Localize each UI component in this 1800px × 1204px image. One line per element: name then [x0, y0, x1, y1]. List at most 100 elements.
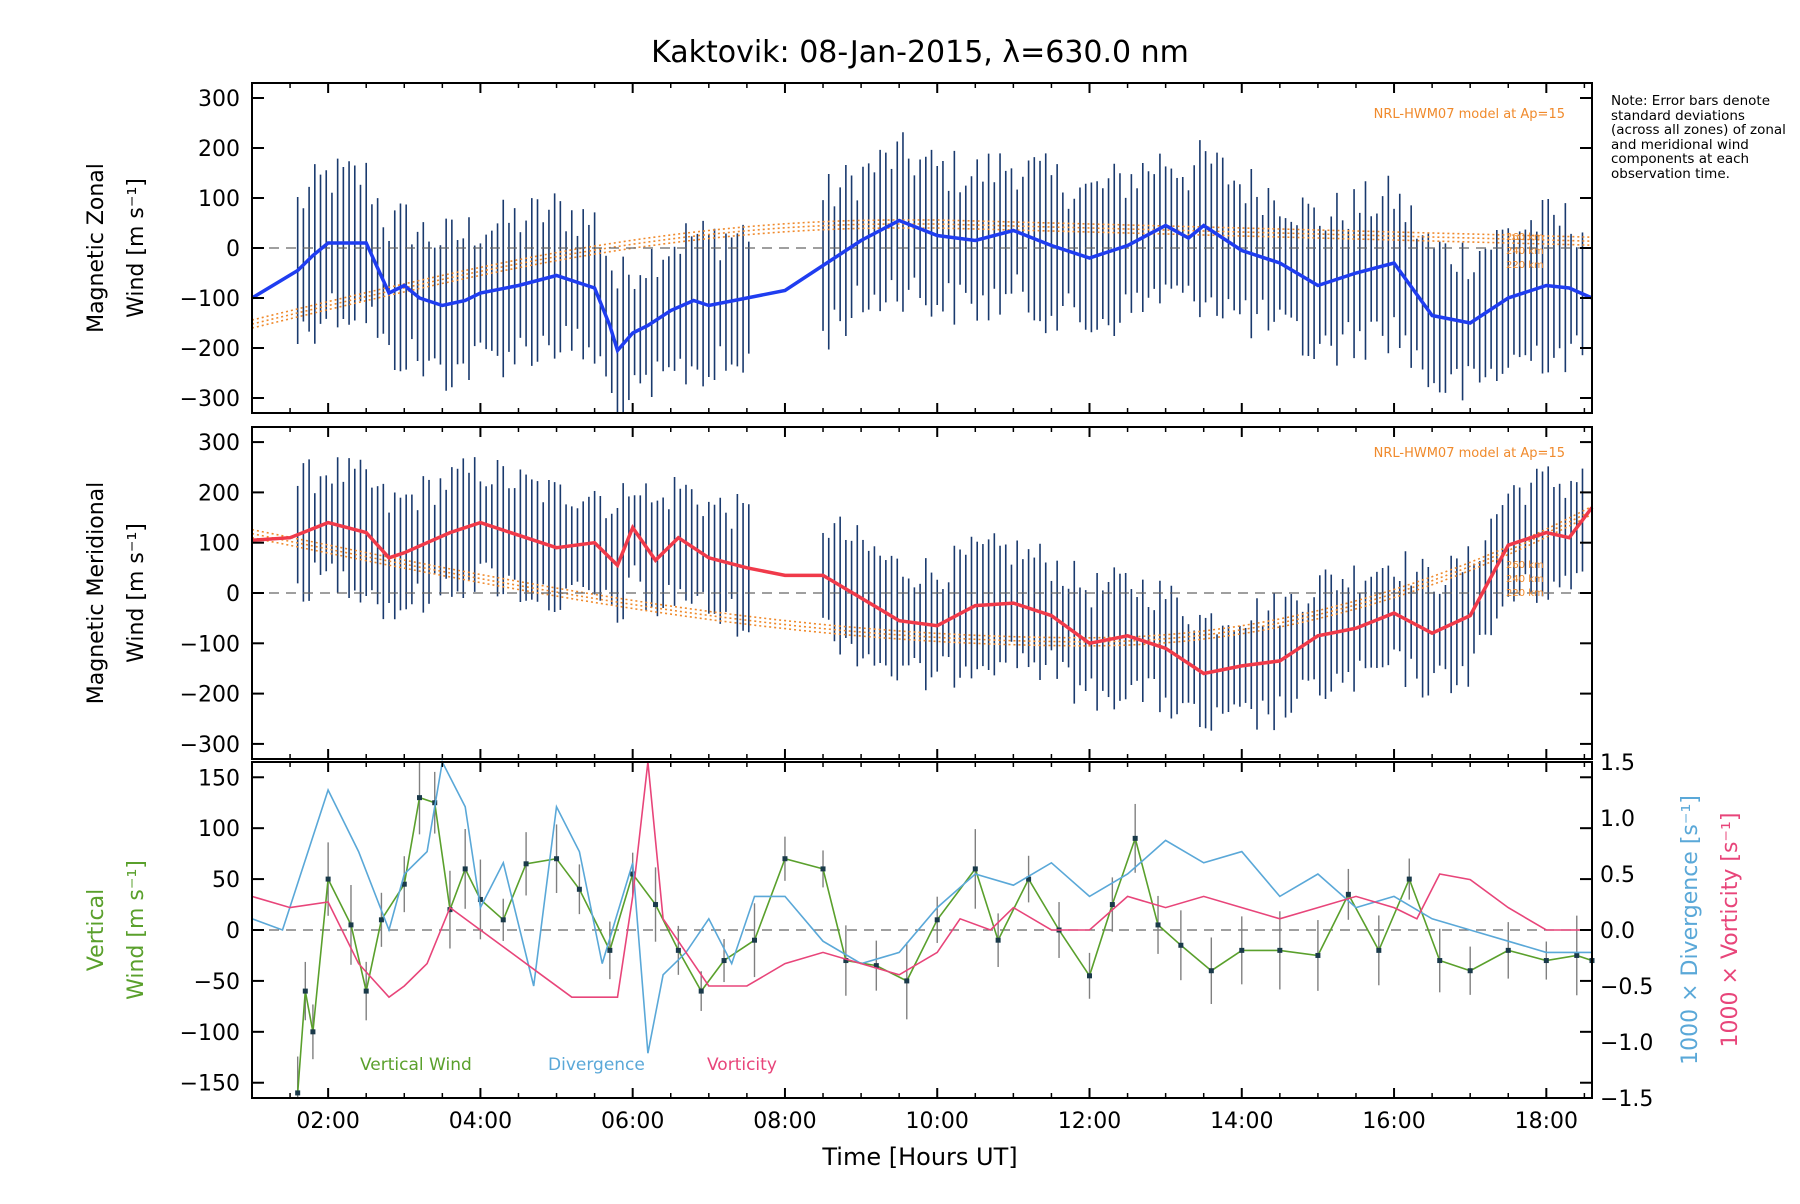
vertical-point — [1087, 973, 1092, 979]
vertical-y-ticks: 150 100 50 0 −50 −100 −150 — [180, 766, 1592, 1097]
y-tick-label: 300 — [198, 87, 240, 112]
vertical-point — [302, 988, 308, 994]
vertical-point — [1345, 891, 1351, 897]
x-axis-label: Time [Hours UT] — [821, 1143, 1017, 1171]
zonal-model-curves — [251, 219, 1593, 329]
vertical-point — [675, 947, 681, 953]
vertical-point — [630, 871, 636, 877]
vertical-ylabel-line1: Vertical — [84, 889, 109, 971]
zonal-ylabel-line2: Wind [m s⁻¹] — [124, 178, 149, 318]
vertical-point — [462, 866, 468, 872]
y-tick-label: −100 — [180, 1021, 240, 1046]
vertical-point — [417, 795, 422, 801]
vertical-point — [523, 861, 529, 867]
vertical-point — [1467, 968, 1473, 974]
model-curve — [251, 505, 1593, 639]
vertical-point — [782, 856, 788, 862]
y2-tick-label: 0.0 — [1600, 919, 1635, 944]
vertical-point — [820, 866, 826, 872]
note-text: Note: Error bars denote standard deviati… — [1611, 93, 1786, 182]
vertical-point — [904, 978, 910, 984]
y-tick-label: −100 — [180, 287, 240, 312]
model-curve — [251, 227, 1593, 329]
meridional-model-alt-240: 240 km — [1506, 574, 1544, 585]
vertical-point — [576, 886, 582, 892]
y-tick-label: 300 — [198, 431, 240, 456]
x-tick-label: 08:00 — [753, 1109, 816, 1134]
x-tick-label: 16:00 — [1362, 1109, 1425, 1134]
zonal-model-alt-260: 260 km — [1506, 232, 1544, 243]
vertical-point — [477, 896, 483, 902]
vertical-point — [1239, 947, 1245, 953]
y-tick-label: 50 — [212, 868, 240, 893]
meridional-model-label: NRL-HWM07 model at Ap=15 — [1374, 446, 1565, 461]
vertical-point — [607, 947, 613, 953]
x-tick-label: 06:00 — [601, 1109, 664, 1134]
y-tick-label: 0 — [226, 919, 240, 944]
vertical-panel: 150 100 50 0 −50 −100 −150 1.5 1.0 0.5 0.0 −0.5 −1.… — [84, 751, 1743, 1112]
y-tick-label: −300 — [180, 733, 240, 758]
y2-tick-label: −1.5 — [1600, 1087, 1653, 1112]
y-tick-label: −150 — [180, 1072, 240, 1097]
vertical-point — [1406, 876, 1412, 882]
zonal-error-bars — [296, 132, 1584, 413]
y2-tick-label: −0.5 — [1600, 975, 1653, 1000]
vertical-point — [1277, 947, 1283, 953]
vertical-point — [325, 876, 331, 882]
vertical-point — [752, 937, 757, 943]
vertical-point — [554, 856, 560, 862]
meridional-panel: 300 200 100 0 −100 −200 −300 NRL-HWM07 model a… — [84, 426, 1594, 760]
vertical-point — [310, 1029, 316, 1035]
zonal-model-label: NRL-HWM07 model at Ap=15 — [1374, 107, 1565, 122]
zonal-ylabel-line1: Magnetic Zonal — [84, 163, 109, 333]
vertical-point — [843, 958, 849, 964]
y-tick-label: −200 — [180, 337, 240, 362]
legend-vorticity: Vorticity — [707, 1055, 777, 1075]
meridional-model-alt-260: 260 km — [1506, 560, 1544, 571]
y2-tick-label: 1.0 — [1600, 807, 1635, 832]
vertical-point — [348, 922, 354, 928]
series-line-divergence — [251, 759, 1592, 1054]
vertical-point — [401, 881, 407, 887]
vertical-point — [1505, 947, 1511, 953]
vertical-point — [1178, 942, 1184, 948]
vertical-point — [1315, 952, 1321, 958]
vertical-point — [1109, 902, 1115, 908]
divergence-axis-label: 1000 × Divergence [s⁻¹] — [1678, 795, 1703, 1065]
series-line-vertical-wind — [296, 796, 1593, 1093]
meridional-ylabel-line1: Magnetic Meridional — [84, 482, 109, 704]
y2-tick-label: 1.5 — [1600, 751, 1635, 776]
model-curve — [251, 219, 1593, 321]
vertical-point — [378, 917, 384, 923]
x-tick-label: 02:00 — [296, 1109, 359, 1134]
zonal-model-alt-220: 220 km — [1506, 260, 1544, 271]
vertical-point — [1376, 947, 1382, 953]
vertical-point — [653, 902, 659, 908]
vertical-ylabel-line2: Wind [m s⁻¹] — [124, 860, 149, 1000]
vertical-point — [363, 988, 369, 994]
y-tick-label: 200 — [198, 481, 240, 506]
vertical-point — [995, 937, 1001, 943]
vertical-point — [698, 988, 704, 994]
vertical-point — [1132, 835, 1138, 841]
meridional-y-ticks: 300 200 100 0 −100 −200 −300 — [180, 431, 1592, 758]
y-tick-label: 0 — [226, 237, 240, 262]
y-tick-label: 0 — [226, 582, 240, 607]
x-tick-label: 18:00 — [1515, 1109, 1578, 1134]
zonal-y-ticks: 300 200 100 0 −100 −200 −300 — [180, 87, 1592, 412]
vertical-point — [1208, 968, 1214, 974]
vertical-point — [873, 963, 879, 969]
vertical-point — [721, 958, 727, 964]
vertical-point — [1155, 922, 1161, 928]
legend-divergence: Divergence — [548, 1055, 645, 1075]
y-tick-label: −100 — [180, 632, 240, 657]
model-curve — [251, 513, 1593, 647]
y-tick-label: −50 — [194, 970, 240, 995]
x-tick-label: 12:00 — [1058, 1109, 1121, 1134]
legend-vertical-wind: Vertical Wind — [360, 1055, 472, 1075]
series-line-vorticity — [251, 761, 1592, 999]
y2-tick-label: −1.0 — [1600, 1031, 1653, 1056]
x-tick-label: 14:00 — [1210, 1109, 1273, 1134]
y-tick-label: 100 — [198, 532, 240, 557]
